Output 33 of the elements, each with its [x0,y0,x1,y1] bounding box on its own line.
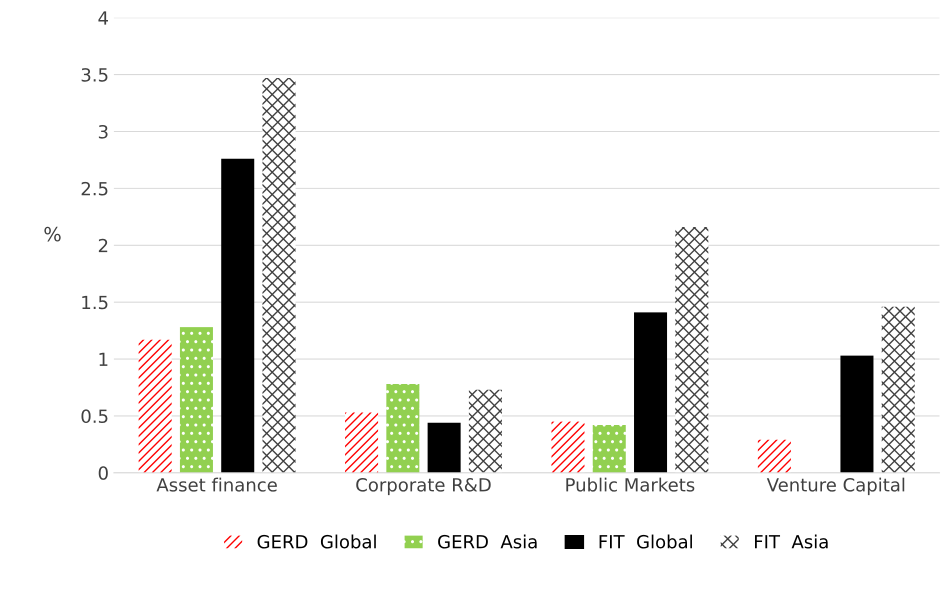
x-tick-label: Corporate R&D [356,478,491,496]
bar [840,356,874,473]
y-tick-label: 2 [98,238,108,252]
y-axis-title: % [44,226,61,242]
bar [345,412,378,473]
y-tick-label: 1 [100,352,108,366]
legend-label: GERD Asia [438,534,537,549]
legend-label: FIT Global [600,534,692,549]
y-tick-label: 1.5 [82,296,108,310]
legend-label: FIT Asia [755,534,828,549]
bar [882,306,915,473]
legend-label: GERD Global [258,534,376,549]
bar [221,158,254,473]
bar [551,422,584,473]
x-tick-label: Public Markets [566,478,694,492]
y-tick-label: 0.5 [81,409,108,424]
y-tick-label: 4 [98,11,108,25]
bar [675,227,708,473]
y-tick-label: 2.5 [82,182,108,196]
y-tick-label: 3 [98,124,108,139]
bar [634,312,668,473]
bar [262,78,296,473]
bar [468,390,502,473]
bar [428,422,461,473]
x-tick-label: Asset finance [156,478,277,492]
bar [758,440,791,473]
y-tick-label: 3.5 [82,68,108,82]
x-tick-label: Venture Capital [766,478,904,496]
bar [592,425,626,473]
bar [386,384,420,473]
bar [180,327,213,473]
bar [138,340,172,473]
y-tick-label: 0 [98,466,108,480]
